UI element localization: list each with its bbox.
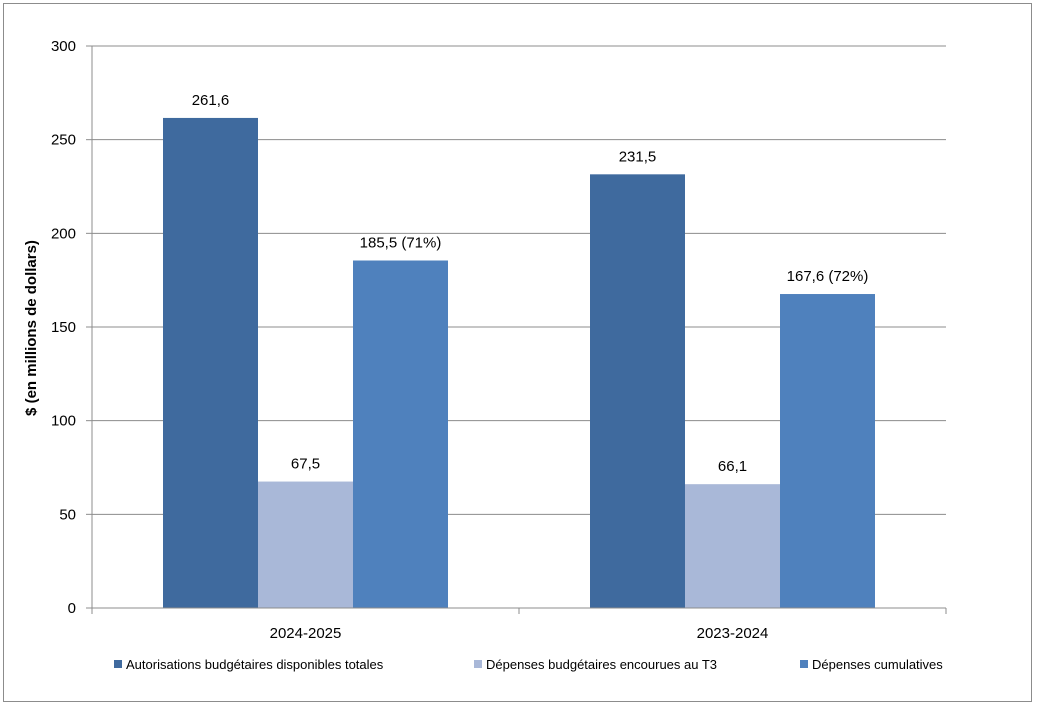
- legend-swatch: [474, 660, 482, 668]
- data-label: 67,5: [291, 456, 320, 473]
- y-tick-label: 50: [59, 506, 76, 523]
- legend-swatch: [114, 660, 122, 668]
- y-tick-label: 200: [51, 225, 76, 242]
- bar: [590, 174, 685, 608]
- y-tick-label: 100: [51, 413, 76, 430]
- data-label: 261,6: [192, 92, 230, 109]
- data-labels: 261,6 67,5 185,5 (71%) 231,5 66,1 167,6 (72%): [192, 92, 869, 475]
- x-category-label: 2023-2024: [697, 625, 769, 642]
- legend-swatch: [800, 660, 808, 668]
- data-label: 66,1: [718, 458, 747, 475]
- legend-label: Dépenses cumulatives: [812, 657, 943, 672]
- y-tick-label: 0: [68, 600, 76, 617]
- y-tick-label: 150: [51, 319, 76, 336]
- y-tick-label: 300: [51, 38, 76, 55]
- bar: [258, 481, 353, 608]
- data-label: 231,5: [619, 148, 657, 165]
- legend-label: Dépenses budgétaires encourues au T3: [486, 657, 717, 672]
- legend-label: Autorisations budgétaires disponibles to…: [126, 657, 384, 672]
- x-category-label: 2024-2025: [270, 625, 342, 642]
- bar: [685, 484, 780, 608]
- data-label: 185,5 (71%): [360, 234, 442, 251]
- y-tick-label: 250: [51, 132, 76, 149]
- legend: Autorisations budgétaires disponibles to…: [114, 657, 943, 672]
- bar: [780, 294, 875, 608]
- bar: [353, 260, 448, 608]
- axes: 0 50 100 150 200 250 300 2024-2025 2023-2024: [51, 38, 947, 642]
- chart-frame: [3, 3, 1032, 702]
- data-label: 167,6 (72%): [787, 268, 869, 285]
- bar: [163, 117, 258, 608]
- bars: [163, 117, 875, 608]
- y-axis-label: $ (en millions de dollars): [23, 240, 40, 416]
